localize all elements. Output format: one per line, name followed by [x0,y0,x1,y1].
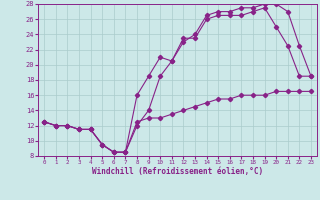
X-axis label: Windchill (Refroidissement éolien,°C): Windchill (Refroidissement éolien,°C) [92,167,263,176]
